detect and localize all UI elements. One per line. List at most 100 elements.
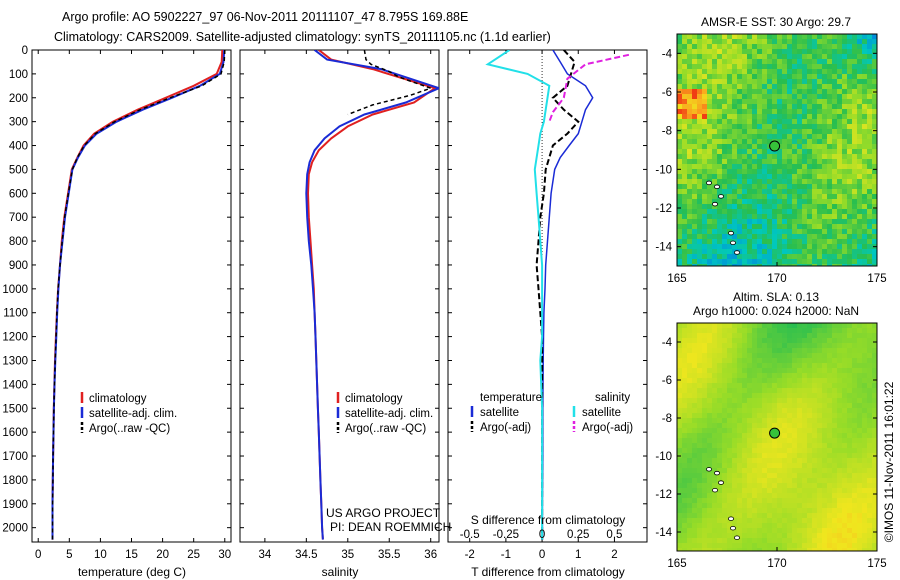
diff-legend-label: Argo(-adj) bbox=[582, 422, 633, 434]
figure-title-line1: Argo profile: AO 5902227_97 06-Nov-2011 … bbox=[62, 10, 468, 24]
sst-map-xtick-label: 170 bbox=[767, 273, 786, 285]
diff-legend-label: satellite bbox=[582, 407, 621, 419]
salinity-axis-label: salinity bbox=[322, 565, 359, 579]
temperature-panel: 0100200300400500600700800900100011001200… bbox=[2, 45, 232, 561]
sla-map-xtick-label: 175 bbox=[867, 558, 886, 570]
sst-map-xtick-label: 165 bbox=[667, 273, 686, 285]
sal-series-2 bbox=[347, 50, 433, 116]
sst-map-ytick-label: -14 bbox=[655, 242, 672, 254]
temp-ytick-label: 800 bbox=[9, 236, 28, 248]
sal-xtick-label: 36 bbox=[424, 549, 437, 561]
legend-label: climatology bbox=[89, 393, 147, 405]
temp-ytick-label: 600 bbox=[9, 188, 28, 200]
difference-panel: -2 -1 0 1 2 -0.5 -0.25 0 0.25 0.5 temperature salin… bbox=[447, 49, 648, 561]
sst-map-panel: -4 -6 -8 -10 -12 -14 165 170 175 bbox=[655, 33, 887, 285]
diff-xtick-label: 1 bbox=[575, 549, 581, 561]
sst-map-ytick-label: -12 bbox=[655, 203, 672, 215]
sla-map-ytick-label: -6 bbox=[662, 375, 672, 387]
temp-xtick-label: 0 bbox=[35, 549, 41, 561]
t-difference-axis-label: T difference from climatology bbox=[471, 565, 625, 579]
sla-map-field bbox=[677, 323, 877, 551]
imos-timestamp: ©IMOS 11-Nov-2011 16:01:22 bbox=[882, 381, 896, 542]
temp-ytick-label: 700 bbox=[9, 212, 28, 224]
sla-map-subtitle: Argo h1000: 0.024 h2000: NaN bbox=[693, 304, 859, 318]
legend-label: Argo(..raw -QC) bbox=[345, 423, 426, 435]
sst-map-island bbox=[714, 184, 721, 189]
sla-map-ytick-label: -4 bbox=[662, 337, 673, 349]
diff-legend-header-salinity: salinity bbox=[595, 392, 630, 404]
temp-plot-frame bbox=[31, 49, 232, 543]
legend-label: satellite-adj. clim. bbox=[89, 408, 177, 420]
temp-ytick-label: 100 bbox=[9, 69, 28, 81]
temp-ytick-label: 1800 bbox=[2, 475, 28, 487]
sst-map-island bbox=[712, 201, 719, 207]
sla-map-panel: -4 -6 -8 -10 -12 -14 165 170 175 bbox=[655, 322, 887, 570]
temp-ytick-label: 1200 bbox=[2, 332, 28, 344]
sla-map-island bbox=[730, 526, 737, 531]
sla-map-xtick-label: 170 bbox=[767, 558, 786, 570]
sla-map-ytick-label: -8 bbox=[662, 413, 672, 425]
temp-ytick-label: 1900 bbox=[2, 499, 28, 511]
temp-series-2 bbox=[51, 50, 226, 540]
sst-map-ytick-label: -6 bbox=[662, 87, 672, 99]
sst-map-argo-marker bbox=[769, 140, 781, 152]
salinity-panel: 34 34.5 35 35.5 36 climatology satellite-adj. … bbox=[239, 49, 440, 561]
sst-map-ytick-label: -8 bbox=[662, 126, 672, 138]
temp-xtick-label: 5 bbox=[66, 549, 72, 561]
sla-map-ytick-label: -10 bbox=[655, 451, 672, 463]
sla-map-island bbox=[728, 516, 735, 521]
diff-xtick-label: 0 bbox=[539, 549, 545, 561]
legend-label: climatology bbox=[345, 393, 403, 405]
temp-ytick-label: 1300 bbox=[2, 355, 28, 367]
sal-xtick-label: 35.5 bbox=[378, 549, 400, 561]
legend-label: satellite-adj. clim. bbox=[345, 408, 433, 420]
temp-xtick-label: 15 bbox=[125, 549, 138, 561]
temp-ytick-label: 1600 bbox=[2, 427, 28, 439]
diff-s-tick-label: 0 bbox=[539, 529, 545, 541]
sla-map-island bbox=[706, 467, 713, 472]
project-credit: US ARGO PROJECT bbox=[326, 506, 441, 520]
diff-series-2 bbox=[485, 50, 551, 540]
temp-xtick-label: 25 bbox=[187, 549, 200, 561]
diff-s-tick-label: 0.25 bbox=[567, 529, 589, 541]
temp-ytick-label: 1700 bbox=[2, 451, 28, 463]
diff-s-tick-label: -0.25 bbox=[493, 529, 519, 541]
diff-series-3 bbox=[548, 53, 630, 123]
temp-ytick-label: 200 bbox=[9, 93, 28, 105]
sst-map-island bbox=[730, 240, 737, 245]
legend-label: Argo(..raw -QC) bbox=[89, 423, 170, 435]
diff-s-tick-label: -0.5 bbox=[460, 529, 480, 541]
sla-map-ytick-label: -14 bbox=[655, 527, 672, 539]
temp-ytick-label: 1500 bbox=[2, 403, 28, 415]
sla-map-argo-marker bbox=[769, 427, 781, 439]
diff-legend-label: satellite bbox=[480, 407, 519, 419]
temp-ytick-label: 400 bbox=[9, 141, 28, 153]
sla-map-title: Altim. SLA: 0.13 bbox=[733, 290, 819, 304]
diff-plot-frame bbox=[447, 49, 648, 543]
sla-map-island bbox=[714, 470, 721, 476]
sal-xtick-label: 34 bbox=[258, 549, 271, 561]
pi-credit: PI: DEAN ROEMMICH bbox=[330, 520, 451, 534]
sst-map-field bbox=[677, 34, 877, 266]
temp-ytick-label: 300 bbox=[9, 117, 28, 129]
temp-xtick-label: 30 bbox=[218, 549, 231, 561]
temperature-axis-label: temperature (deg C) bbox=[78, 565, 186, 579]
sal-plot-frame bbox=[239, 49, 440, 543]
sst-map-ytick-label: -10 bbox=[655, 164, 672, 176]
temp-ytick-label: 0 bbox=[22, 45, 28, 57]
temp-xtick-label: 10 bbox=[94, 549, 107, 561]
diff-xtick-label: 2 bbox=[611, 549, 617, 561]
diff-xtick-label: -2 bbox=[465, 549, 475, 561]
temp-ytick-label: 2000 bbox=[2, 523, 28, 535]
sla-map-ytick-label: -12 bbox=[655, 489, 672, 501]
figure-title-line2: Climatology: CARS2009. Satellite-adjuste… bbox=[54, 30, 551, 44]
diff-s-tick-label: 0.5 bbox=[606, 529, 622, 541]
sst-map-xtick-label: 175 bbox=[867, 273, 886, 285]
sal-xtick-label: 35 bbox=[341, 549, 354, 561]
diff-xtick-label: -1 bbox=[501, 549, 511, 561]
sst-map-island bbox=[728, 230, 735, 236]
sst-map-island bbox=[718, 194, 725, 199]
sst-map-ytick-label: -4 bbox=[662, 48, 673, 60]
sal-xtick-label: 34.5 bbox=[295, 549, 317, 561]
